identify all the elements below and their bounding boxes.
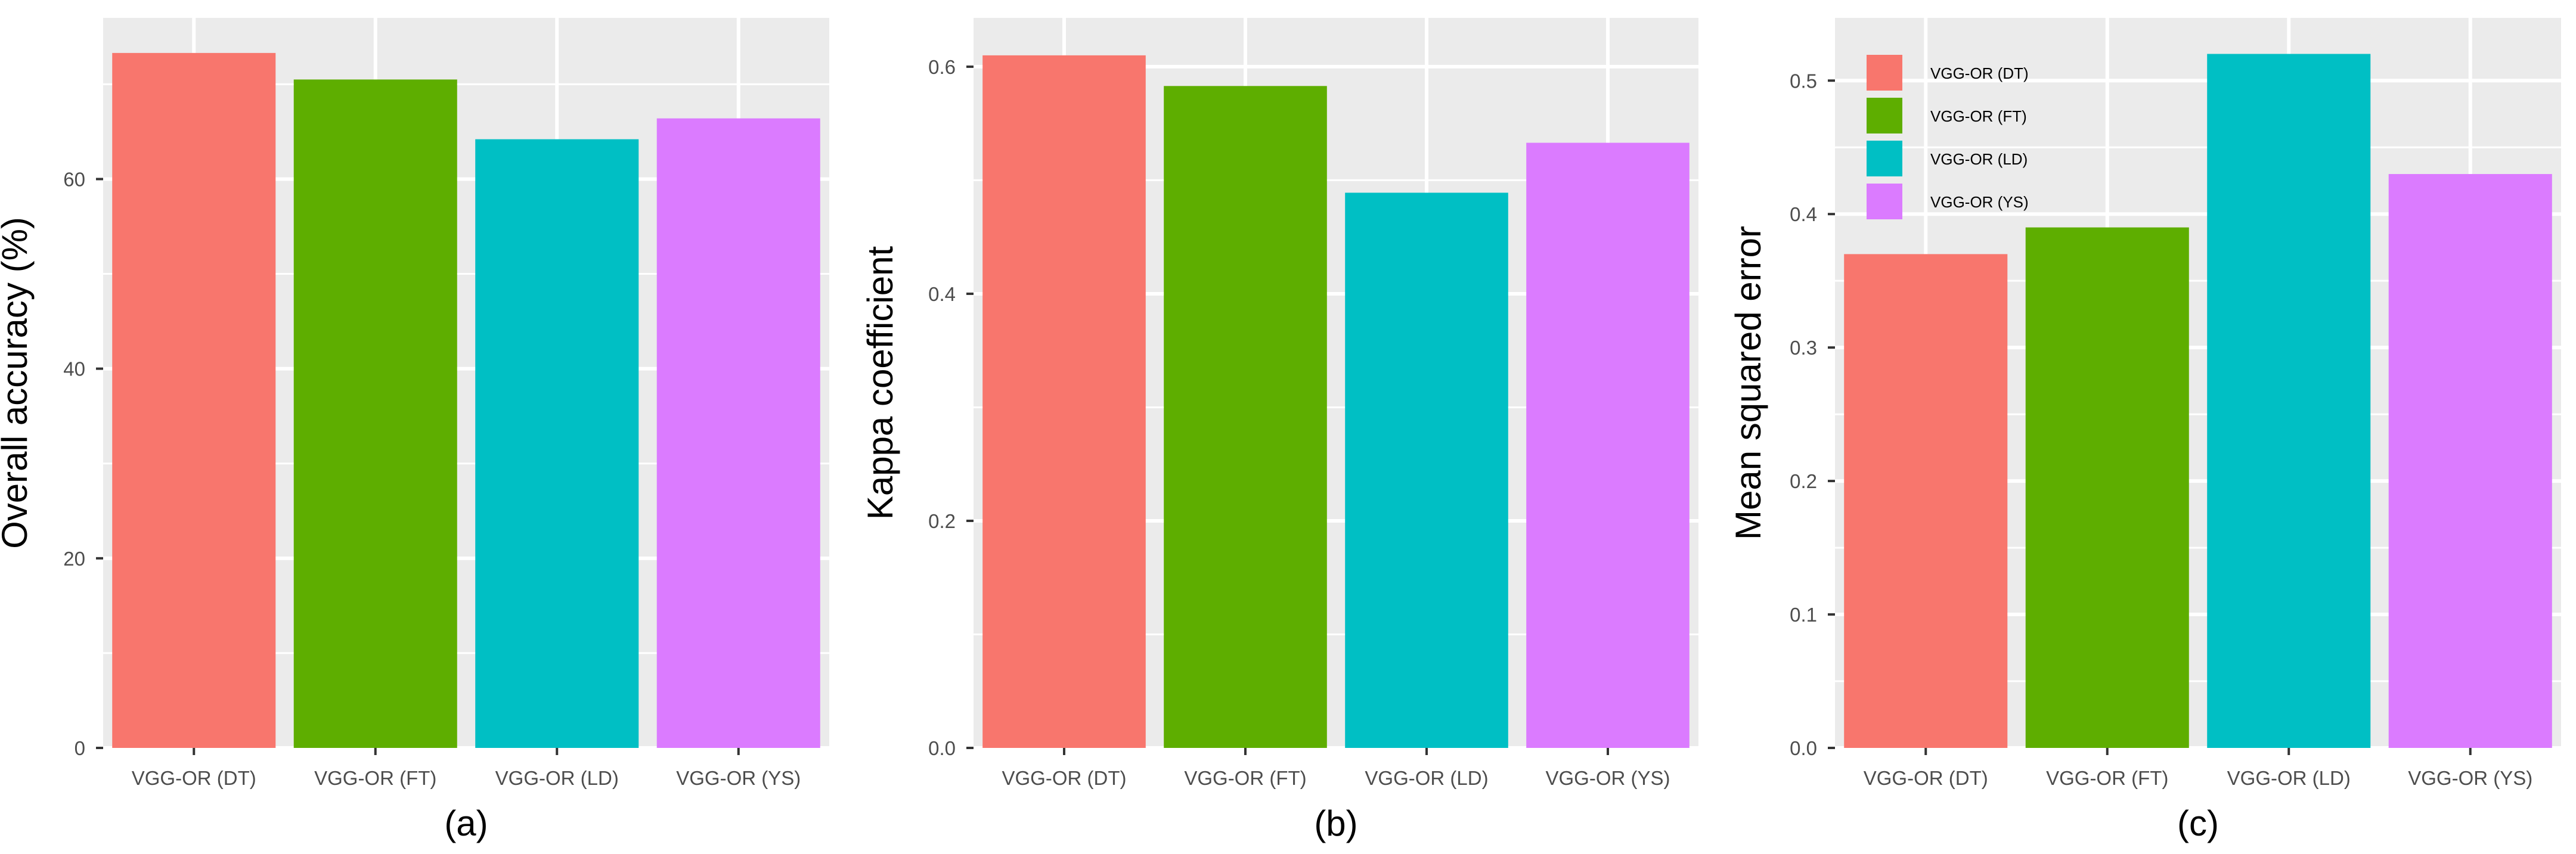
x-tick-label: VGG-OR (LD) bbox=[495, 767, 619, 789]
y-tick-label: 60 bbox=[63, 168, 85, 190]
y-tick-label: 0.2 bbox=[1790, 470, 1817, 492]
panel-caption: (a) bbox=[444, 803, 488, 843]
legend-key-3 bbox=[1867, 141, 1902, 176]
bar-2 bbox=[1164, 86, 1327, 748]
bar-3 bbox=[1345, 192, 1508, 748]
legend-key-1 bbox=[1867, 55, 1902, 91]
bar-1 bbox=[112, 52, 276, 748]
y-axis-title: Mean squared error bbox=[1728, 226, 1768, 540]
y-axis-title: Kappa coefficient bbox=[860, 246, 900, 520]
panel-caption: (c) bbox=[2177, 803, 2219, 843]
bar-4 bbox=[656, 118, 820, 749]
y-tick-label: 0.2 bbox=[928, 510, 956, 532]
panel-a: 0 20 40 60 VGG-OR (DT) VGG-OR (FT) VGG-OR (LD)… bbox=[0, 18, 829, 843]
x-tick-label: VGG-OR (DT) bbox=[1864, 767, 1988, 789]
x-tick-label: VGG-OR (DT) bbox=[132, 767, 256, 789]
x-tick-label: VGG-OR (YS) bbox=[676, 767, 801, 789]
y-tick-label: 20 bbox=[63, 548, 85, 570]
bar-4 bbox=[1526, 142, 1690, 748]
bar-3 bbox=[2207, 54, 2371, 748]
bar-3 bbox=[475, 139, 639, 749]
x-tick-label: VGG-OR (FT) bbox=[1184, 767, 1306, 789]
bar-4 bbox=[2388, 174, 2552, 748]
x-tick-label: VGG-OR (LD) bbox=[2227, 767, 2351, 789]
legend-label-2: VGG-OR (FT) bbox=[1930, 107, 2027, 125]
legend: VGG-OR (DT) VGG-OR (FT) VGG-OR (LD) VGG-OR … bbox=[1867, 55, 2029, 219]
y-axis-title: Overall accuracy (%) bbox=[0, 217, 35, 549]
legend-key-2 bbox=[1867, 98, 1902, 133]
bar-1 bbox=[982, 55, 1146, 748]
x-tick-label: VGG-OR (DT) bbox=[1002, 767, 1127, 789]
x-tick-label: VGG-OR (FT) bbox=[2046, 767, 2168, 789]
y-tick-label: 0.0 bbox=[928, 737, 956, 759]
x-tick-label: VGG-OR (LD) bbox=[1365, 767, 1488, 789]
bar-1 bbox=[1844, 254, 2008, 748]
panel-b: 0.0 0.2 0.4 0.6 VGG-OR (DT) VGG-OR (FT) VGG-OR… bbox=[860, 18, 1698, 843]
legend-label-4: VGG-OR (YS) bbox=[1930, 193, 2029, 211]
legend-key-4 bbox=[1867, 184, 1902, 219]
y-tick-label: 0.5 bbox=[1790, 70, 1817, 92]
y-tick-label: 0.4 bbox=[928, 283, 956, 305]
y-tick-label: 0 bbox=[75, 737, 85, 759]
bar-2 bbox=[293, 79, 457, 749]
x-tick-label: VGG-OR (YS) bbox=[1545, 767, 1670, 789]
y-tick-label: 0.1 bbox=[1790, 604, 1817, 626]
y-tick-label: 0.0 bbox=[1790, 737, 1817, 759]
y-tick-label: 0.4 bbox=[1790, 203, 1817, 225]
panel-c: 0.0 0.1 0.2 0.3 0.4 0.5 VGG-OR (DT) VGG-OR (FT)… bbox=[1728, 18, 2561, 843]
legend-label-1: VGG-OR (DT) bbox=[1930, 64, 2029, 82]
y-tick-label: 0.3 bbox=[1790, 337, 1817, 359]
bar-2 bbox=[2025, 227, 2189, 749]
panel-caption: (b) bbox=[1314, 803, 1357, 843]
y-tick-label: 40 bbox=[63, 358, 85, 380]
x-tick-label: VGG-OR (YS) bbox=[2408, 767, 2532, 789]
y-tick-label: 0.6 bbox=[928, 56, 956, 78]
x-tick-label: VGG-OR (FT) bbox=[314, 767, 436, 789]
legend-label-3: VGG-OR (LD) bbox=[1930, 150, 2028, 168]
